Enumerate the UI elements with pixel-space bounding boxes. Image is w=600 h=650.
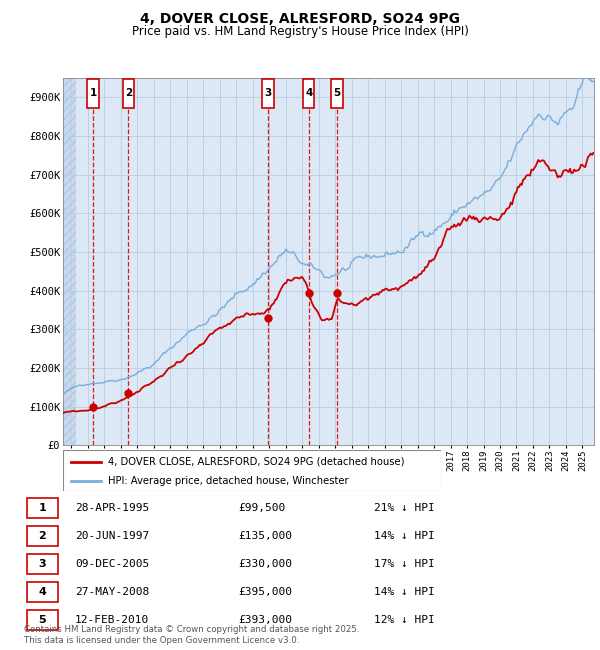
Text: 4, DOVER CLOSE, ALRESFORD, SO24 9PG (detached house): 4, DOVER CLOSE, ALRESFORD, SO24 9PG (det… xyxy=(109,457,405,467)
Text: £393,000: £393,000 xyxy=(238,615,292,625)
Text: £135,000: £135,000 xyxy=(238,531,292,541)
Text: 1: 1 xyxy=(89,88,97,98)
Text: £330,000: £330,000 xyxy=(238,559,292,569)
FancyBboxPatch shape xyxy=(27,498,58,518)
FancyBboxPatch shape xyxy=(122,79,134,108)
Text: 3: 3 xyxy=(38,559,46,569)
Text: 1: 1 xyxy=(38,503,46,513)
Text: Contains HM Land Registry data © Crown copyright and database right 2025.
This d: Contains HM Land Registry data © Crown c… xyxy=(24,625,359,645)
Text: £99,500: £99,500 xyxy=(238,503,286,513)
Bar xyxy=(63,74,76,445)
FancyBboxPatch shape xyxy=(27,582,58,602)
FancyBboxPatch shape xyxy=(27,526,58,546)
Text: 3: 3 xyxy=(265,88,272,98)
FancyBboxPatch shape xyxy=(303,79,314,108)
Text: £395,000: £395,000 xyxy=(238,587,292,597)
Text: 4, DOVER CLOSE, ALRESFORD, SO24 9PG: 4, DOVER CLOSE, ALRESFORD, SO24 9PG xyxy=(140,12,460,26)
FancyBboxPatch shape xyxy=(63,450,441,491)
Text: 17% ↓ HPI: 17% ↓ HPI xyxy=(374,559,434,569)
Text: 5: 5 xyxy=(38,615,46,625)
Text: 2: 2 xyxy=(125,88,132,98)
FancyBboxPatch shape xyxy=(331,79,343,108)
Text: 28-APR-1995: 28-APR-1995 xyxy=(75,503,149,513)
FancyBboxPatch shape xyxy=(27,610,58,630)
Text: 12-FEB-2010: 12-FEB-2010 xyxy=(75,615,149,625)
FancyBboxPatch shape xyxy=(262,79,274,108)
Text: 21% ↓ HPI: 21% ↓ HPI xyxy=(374,503,434,513)
Text: 4: 4 xyxy=(305,88,313,98)
FancyBboxPatch shape xyxy=(27,554,58,574)
Text: HPI: Average price, detached house, Winchester: HPI: Average price, detached house, Winc… xyxy=(109,476,349,486)
Text: 2: 2 xyxy=(38,531,46,541)
FancyBboxPatch shape xyxy=(87,79,99,108)
Text: 5: 5 xyxy=(334,88,341,98)
Text: 09-DEC-2005: 09-DEC-2005 xyxy=(75,559,149,569)
Text: Price paid vs. HM Land Registry's House Price Index (HPI): Price paid vs. HM Land Registry's House … xyxy=(131,25,469,38)
Text: 14% ↓ HPI: 14% ↓ HPI xyxy=(374,587,434,597)
Text: 4: 4 xyxy=(38,587,46,597)
Text: 27-MAY-2008: 27-MAY-2008 xyxy=(75,587,149,597)
Text: 12% ↓ HPI: 12% ↓ HPI xyxy=(374,615,434,625)
Text: 14% ↓ HPI: 14% ↓ HPI xyxy=(374,531,434,541)
Text: 20-JUN-1997: 20-JUN-1997 xyxy=(75,531,149,541)
